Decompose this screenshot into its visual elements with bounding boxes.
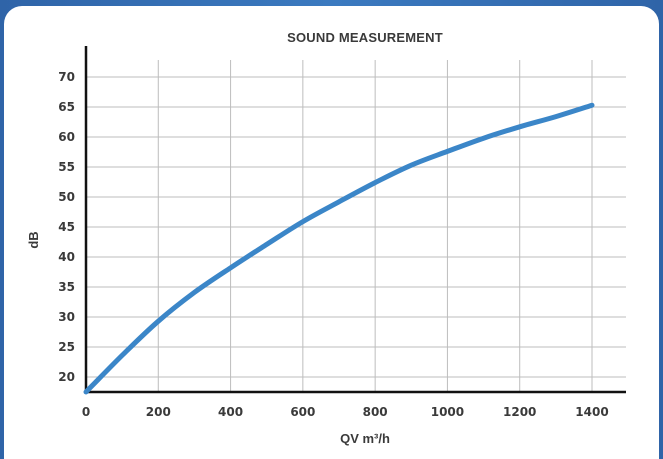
y-tick-label: 70 [58,70,75,84]
y-tick-label: 40 [58,250,75,264]
y-tick-label: 30 [58,310,75,324]
chart-grid [86,60,626,392]
chart-axes [84,46,626,394]
y-tick-label: 35 [58,280,75,294]
x-tick-label: 400 [218,405,243,419]
y-tick-label: 55 [58,160,75,174]
x-tick-label: 200 [146,405,171,419]
y-tick-labels: 20 25 30 35 40 45 50 55 60 65 70 [58,70,75,384]
y-tick-label: 45 [58,220,75,234]
y-tick-label: 20 [58,370,75,384]
x-tick-label: 1000 [431,405,464,419]
y-tick-label: 50 [58,190,75,204]
x-tick-label: 800 [363,405,388,419]
chart-title: SOUND MEASUREMENT [287,30,443,45]
x-tick-label: 0 [82,405,90,419]
x-tick-label: 1200 [503,405,536,419]
series-line [83,102,595,395]
y-tick-label: 60 [58,130,75,144]
x-tick-labels: 0 200 400 600 800 1000 1200 1400 [82,405,609,419]
x-tick-label: 1400 [575,405,608,419]
chart-series [83,102,595,395]
y-tick-label: 65 [58,100,75,114]
chart-card [4,6,659,459]
y-axis-title: dB [26,231,41,248]
y-tick-label: 25 [58,340,75,354]
x-axis-title: QV m³/h [340,431,390,446]
x-tick-label: 600 [290,405,315,419]
